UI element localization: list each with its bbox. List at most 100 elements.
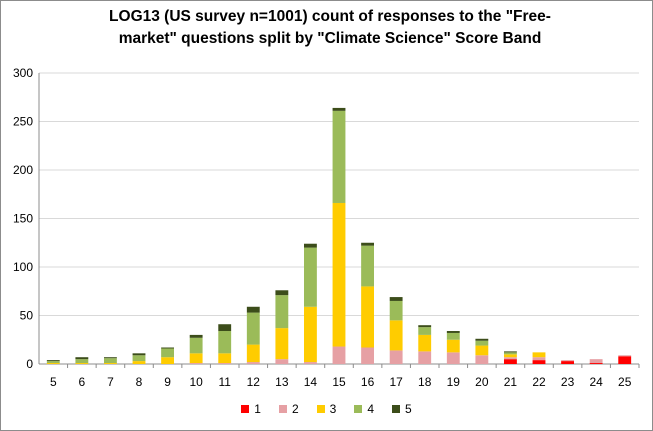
bar-7-series-4 bbox=[104, 358, 117, 364]
bar-6-series-4 bbox=[75, 359, 89, 364]
legend-swatch-1 bbox=[241, 405, 250, 413]
legend-item-3: 3 bbox=[316, 402, 337, 416]
x-tick-label-19: 19 bbox=[447, 375, 461, 389]
legend-item-4: 4 bbox=[354, 402, 374, 416]
legend-item-5: 5 bbox=[392, 402, 412, 416]
bar-10-series-2 bbox=[189, 363, 203, 364]
y-tick-label-100: 100 bbox=[13, 260, 33, 274]
bar-13-series-2 bbox=[275, 359, 289, 364]
bar-7-series-3 bbox=[104, 363, 117, 364]
bar-20-series-4 bbox=[475, 340, 489, 346]
bar-15-series-2 bbox=[332, 346, 346, 364]
bar-10-series-3 bbox=[189, 353, 203, 364]
bar-9-series-5 bbox=[161, 347, 174, 349]
legend-swatch-5 bbox=[392, 405, 401, 413]
x-tick-label-9: 9 bbox=[164, 375, 171, 389]
bar-19-series-3 bbox=[446, 339, 460, 353]
legend-item-1: 1 bbox=[241, 402, 261, 416]
x-tick-label-11: 11 bbox=[218, 375, 231, 389]
bar-14-series-2 bbox=[304, 362, 317, 364]
bar-12-series-3 bbox=[246, 344, 260, 363]
bar-13-series-5 bbox=[275, 290, 289, 296]
x-tick-label-5: 5 bbox=[50, 375, 57, 389]
bar-11-series-4 bbox=[218, 331, 232, 354]
x-tick-label-10: 10 bbox=[189, 375, 203, 389]
x-tick-label-13: 13 bbox=[275, 375, 289, 389]
bar-9-series-3 bbox=[161, 357, 174, 364]
bar-18-series-5 bbox=[418, 325, 432, 328]
bar-16-series-5 bbox=[361, 242, 374, 246]
bar-7-series-5 bbox=[104, 357, 117, 359]
bar-17-series-4 bbox=[389, 300, 403, 321]
bar-9-series-4 bbox=[161, 348, 174, 358]
y-tick-label-50: 50 bbox=[20, 309, 34, 323]
y-tick-label-300: 300 bbox=[13, 66, 33, 80]
bar-19-series-2 bbox=[446, 352, 460, 364]
legend-label-4: 4 bbox=[367, 402, 375, 416]
bar-16-series-4 bbox=[361, 245, 374, 287]
chart-title-line-1: LOG13 (US survey n=1001) count of respon… bbox=[109, 8, 551, 25]
chart-legend: 1 2 3 4 5 bbox=[0, 402, 653, 416]
x-tick-label-17: 17 bbox=[389, 375, 403, 389]
bar-6-series-3 bbox=[75, 363, 89, 364]
bar-18-series-2 bbox=[418, 351, 432, 364]
bar-13-series-3 bbox=[275, 328, 289, 360]
legend-swatch-3 bbox=[316, 405, 325, 413]
bar-21-series-2 bbox=[504, 357, 517, 360]
bar-12-series-4 bbox=[246, 312, 260, 345]
bar-14-series-3 bbox=[304, 306, 317, 363]
y-tick-label-200: 200 bbox=[13, 163, 33, 177]
bar-8-series-5 bbox=[132, 353, 146, 356]
bar-22-series-1 bbox=[532, 360, 546, 364]
bar-10-series-4 bbox=[189, 337, 203, 354]
bar-11-series-5 bbox=[218, 324, 232, 332]
bar-15-series-5 bbox=[332, 107, 346, 111]
bar-5-series-4 bbox=[46, 361, 60, 364]
legend-label-1: 1 bbox=[254, 402, 261, 416]
bar-24-series-2 bbox=[589, 359, 603, 364]
bar-20-series-5 bbox=[475, 338, 489, 341]
bar-18-series-4 bbox=[418, 327, 432, 335]
x-tick-label-7: 7 bbox=[107, 375, 114, 389]
bar-12-series-2 bbox=[246, 362, 260, 364]
bar-11-series-2 bbox=[218, 363, 232, 364]
x-tick-label-12: 12 bbox=[247, 375, 261, 389]
bar-25-series-1 bbox=[618, 356, 632, 364]
bar-25-series-2 bbox=[618, 355, 632, 357]
legend-label-5: 5 bbox=[405, 402, 412, 416]
legend-swatch-4 bbox=[354, 405, 363, 413]
bar-14-series-5 bbox=[304, 243, 317, 248]
x-tick-label-16: 16 bbox=[361, 375, 375, 389]
bar-19-series-4 bbox=[446, 332, 460, 340]
x-tick-label-22: 22 bbox=[532, 375, 546, 389]
bar-15-series-3 bbox=[332, 202, 346, 347]
x-tick-label-21: 21 bbox=[504, 375, 518, 389]
bar-21-series-4 bbox=[504, 352, 517, 355]
x-tick-label-15: 15 bbox=[332, 375, 346, 389]
bar-22-series-3 bbox=[532, 352, 546, 358]
bar-14-series-4 bbox=[304, 247, 317, 307]
bar-8-series-4 bbox=[132, 355, 146, 362]
x-tick-label-6: 6 bbox=[79, 375, 86, 389]
bar-17-series-2 bbox=[389, 350, 403, 364]
y-tick-label-250: 250 bbox=[13, 115, 33, 129]
bar-17-series-3 bbox=[389, 320, 403, 351]
legend-label-2: 2 bbox=[291, 402, 299, 416]
bar-20-series-3 bbox=[475, 345, 489, 356]
x-tick-label-18: 18 bbox=[418, 375, 432, 389]
bar-13-series-4 bbox=[275, 295, 289, 329]
bar-12-series-5 bbox=[246, 306, 260, 313]
x-tick-label-23: 23 bbox=[561, 375, 575, 389]
legend-item-2: 2 bbox=[278, 402, 299, 416]
x-tick-label-14: 14 bbox=[304, 375, 318, 389]
chart-title-line-2: market" questions split by "Climate Scie… bbox=[118, 30, 542, 47]
bar-11-series-3 bbox=[218, 353, 232, 364]
bar-17-series-5 bbox=[389, 297, 403, 301]
bar-8-series-3 bbox=[132, 361, 146, 364]
bar-20-series-2 bbox=[475, 355, 489, 364]
bar-21-series-3 bbox=[504, 354, 517, 358]
bar-16-series-3 bbox=[361, 286, 374, 348]
bar-5-series-5 bbox=[46, 360, 60, 362]
legend-label-3: 3 bbox=[329, 402, 337, 416]
legend-swatch-2 bbox=[278, 405, 287, 413]
